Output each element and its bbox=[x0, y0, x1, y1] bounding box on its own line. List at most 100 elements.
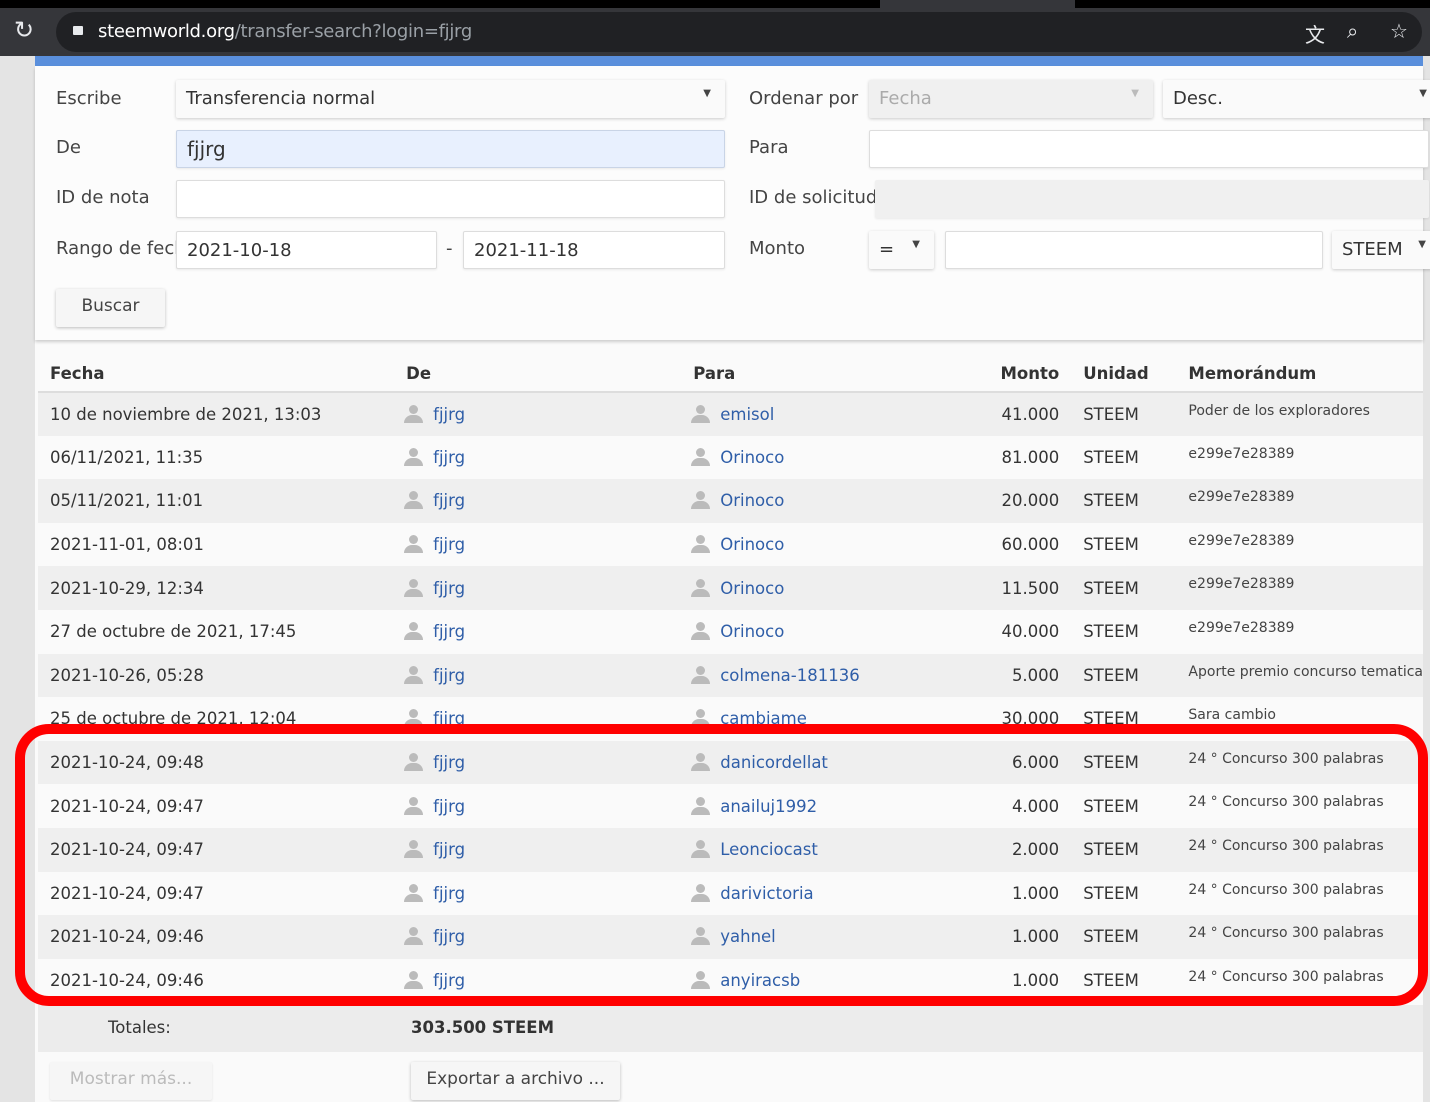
col-to[interactable]: Para bbox=[681, 356, 968, 393]
to-user-link[interactable]: Orinoco bbox=[720, 622, 785, 642]
to-user-link[interactable]: Orinoco bbox=[720, 447, 785, 467]
to-user-link[interactable]: Leonciocast bbox=[720, 840, 818, 860]
from-user-link[interactable]: fjjrg bbox=[433, 709, 466, 729]
row-unit: STEEM bbox=[1083, 622, 1139, 642]
to-input[interactable] bbox=[869, 130, 1429, 168]
from-user-link[interactable]: fjjrg bbox=[433, 883, 466, 903]
search-button[interactable]: Buscar bbox=[56, 289, 165, 327]
table-row: 05/11/2021, 11:01 fjjrg Orinoco 20.000 STEEM… bbox=[38, 479, 1423, 523]
to-user-link[interactable]: Orinoco bbox=[720, 578, 785, 598]
to-user-link[interactable]: emisol bbox=[720, 404, 775, 424]
to-user-link[interactable]: darivictoria bbox=[720, 883, 814, 903]
export-button[interactable]: Exportar a archivo ... bbox=[411, 1062, 620, 1100]
from-user-link[interactable]: fjjrg bbox=[433, 796, 466, 816]
row-amount: 11.500 bbox=[1001, 578, 1060, 598]
row-date: 2021-11-01, 08:01 bbox=[50, 535, 204, 555]
user-icon bbox=[403, 796, 424, 815]
user-icon bbox=[690, 447, 711, 466]
row-unit: STEEM bbox=[1083, 578, 1139, 598]
col-date[interactable]: Fecha bbox=[38, 356, 394, 393]
row-amount: 20.000 bbox=[1001, 491, 1060, 511]
show-more-button[interactable]: Mostrar más... bbox=[50, 1062, 212, 1100]
row-amount: 2.000 bbox=[1011, 840, 1060, 860]
col-unit[interactable]: Unidad bbox=[1083, 356, 1189, 393]
to-user-link[interactable]: colmena-181136 bbox=[720, 665, 860, 685]
user-icon bbox=[403, 622, 424, 641]
row-amount: 1.000 bbox=[1011, 927, 1060, 947]
row-unit: STEEM bbox=[1083, 665, 1139, 685]
unit-select[interactable]: STEEM ▼ bbox=[1332, 231, 1430, 269]
row-memo: 24 ° Concurso 300 palabras bbox=[1188, 881, 1384, 898]
row-amount: 4.000 bbox=[1011, 796, 1060, 816]
row-memo: e299e7e28389 bbox=[1188, 489, 1295, 506]
chevron-down-icon: ▼ bbox=[912, 239, 920, 250]
table-row: 2021-11-01, 08:01 fjjrg Orinoco 60.000 STEEM… bbox=[38, 522, 1423, 567]
user-icon bbox=[690, 709, 711, 728]
table-row: 06/11/2021, 11:35 fjjrg Orinoco 81.000 STEEM… bbox=[38, 435, 1423, 480]
col-from[interactable]: De bbox=[393, 356, 682, 393]
request-id-input[interactable] bbox=[875, 180, 1429, 218]
from-user-link[interactable]: fjjrg bbox=[433, 753, 466, 773]
type-label: Escribe bbox=[56, 88, 122, 109]
amount-operator-value: = bbox=[879, 239, 895, 260]
row-amount: 1.000 bbox=[1011, 883, 1060, 903]
col-memo[interactable]: Memorándum bbox=[1188, 356, 1423, 393]
to-user-link[interactable]: danicordellat bbox=[720, 753, 828, 773]
user-icon bbox=[403, 535, 424, 554]
user-icon bbox=[690, 404, 711, 423]
user-icon bbox=[690, 883, 711, 902]
row-unit: STEEM bbox=[1083, 840, 1139, 860]
type-select[interactable]: Transferencia normal ▼ bbox=[176, 80, 725, 118]
to-user-link[interactable]: Orinoco bbox=[720, 535, 785, 555]
memo-id-input[interactable] bbox=[176, 180, 725, 218]
translate-icon[interactable]: 文 bbox=[1305, 23, 1325, 47]
to-user-link[interactable]: yahnel bbox=[720, 927, 776, 947]
amount-input[interactable] bbox=[945, 231, 1323, 269]
from-user-link[interactable]: fjjrg bbox=[433, 535, 466, 555]
row-unit: STEEM bbox=[1083, 883, 1139, 903]
url-text[interactable]: steemworld.org/transfer-search?login=fjj… bbox=[98, 21, 472, 42]
address-bar[interactable] bbox=[56, 12, 1422, 52]
to-user-link[interactable]: anyiracsb bbox=[720, 971, 801, 991]
active-tab[interactable] bbox=[880, 0, 1075, 8]
row-memo: Sara cambio bbox=[1188, 707, 1276, 724]
from-user-link[interactable]: fjjrg bbox=[433, 927, 466, 947]
user-icon bbox=[690, 622, 711, 641]
memo-id-label: ID de nota bbox=[56, 187, 150, 208]
user-icon bbox=[690, 753, 711, 772]
reload-icon[interactable]: ↻ bbox=[14, 16, 35, 44]
table-row: 2021-10-24, 09:46 fjjrg yahnel 1.000 STEEM 24… bbox=[38, 915, 1423, 959]
from-user-link[interactable]: fjjrg bbox=[433, 447, 466, 467]
from-user-link[interactable]: fjjrg bbox=[433, 491, 466, 511]
user-icon bbox=[403, 840, 424, 859]
user-icon bbox=[690, 535, 711, 554]
user-icon bbox=[403, 753, 424, 772]
lock-icon[interactable] bbox=[73, 26, 83, 35]
row-date: 2021-10-24, 09:47 bbox=[50, 883, 204, 903]
direction-select[interactable]: Desc. ▼ bbox=[1163, 80, 1430, 118]
from-input[interactable]: fjjrg bbox=[176, 130, 725, 168]
user-icon bbox=[403, 491, 424, 510]
from-user-link[interactable]: fjjrg bbox=[433, 622, 466, 642]
zoom-icon[interactable]: ⌕ bbox=[1347, 19, 1359, 43]
unit-value: STEEM bbox=[1342, 239, 1403, 260]
from-user-link[interactable]: fjjrg bbox=[433, 404, 466, 424]
from-user-link[interactable]: fjjrg bbox=[433, 578, 466, 598]
amount-operator-select[interactable]: = ▼ bbox=[869, 231, 934, 269]
to-user-link[interactable]: anailuj1992 bbox=[720, 796, 818, 816]
header-bar bbox=[35, 56, 1423, 66]
order-select[interactable]: Fecha ▼ bbox=[869, 80, 1153, 118]
row-amount: 6.000 bbox=[1011, 753, 1060, 773]
chevron-down-icon: ▼ bbox=[1419, 88, 1427, 99]
type-value: Transferencia normal bbox=[186, 88, 376, 109]
to-user-link[interactable]: cambiame bbox=[720, 709, 807, 729]
col-amount[interactable]: Monto bbox=[967, 356, 1084, 393]
from-user-link[interactable]: fjjrg bbox=[433, 840, 466, 860]
to-user-link[interactable]: Orinoco bbox=[720, 491, 785, 511]
from-user-link[interactable]: fjjrg bbox=[433, 665, 466, 685]
star-icon[interactable]: ☆ bbox=[1390, 19, 1408, 43]
from-user-link[interactable]: fjjrg bbox=[433, 971, 466, 991]
date-to-input[interactable]: 2021-11-18 bbox=[463, 231, 725, 269]
user-icon bbox=[690, 971, 711, 990]
date-from-input[interactable]: 2021-10-18 bbox=[176, 231, 437, 269]
